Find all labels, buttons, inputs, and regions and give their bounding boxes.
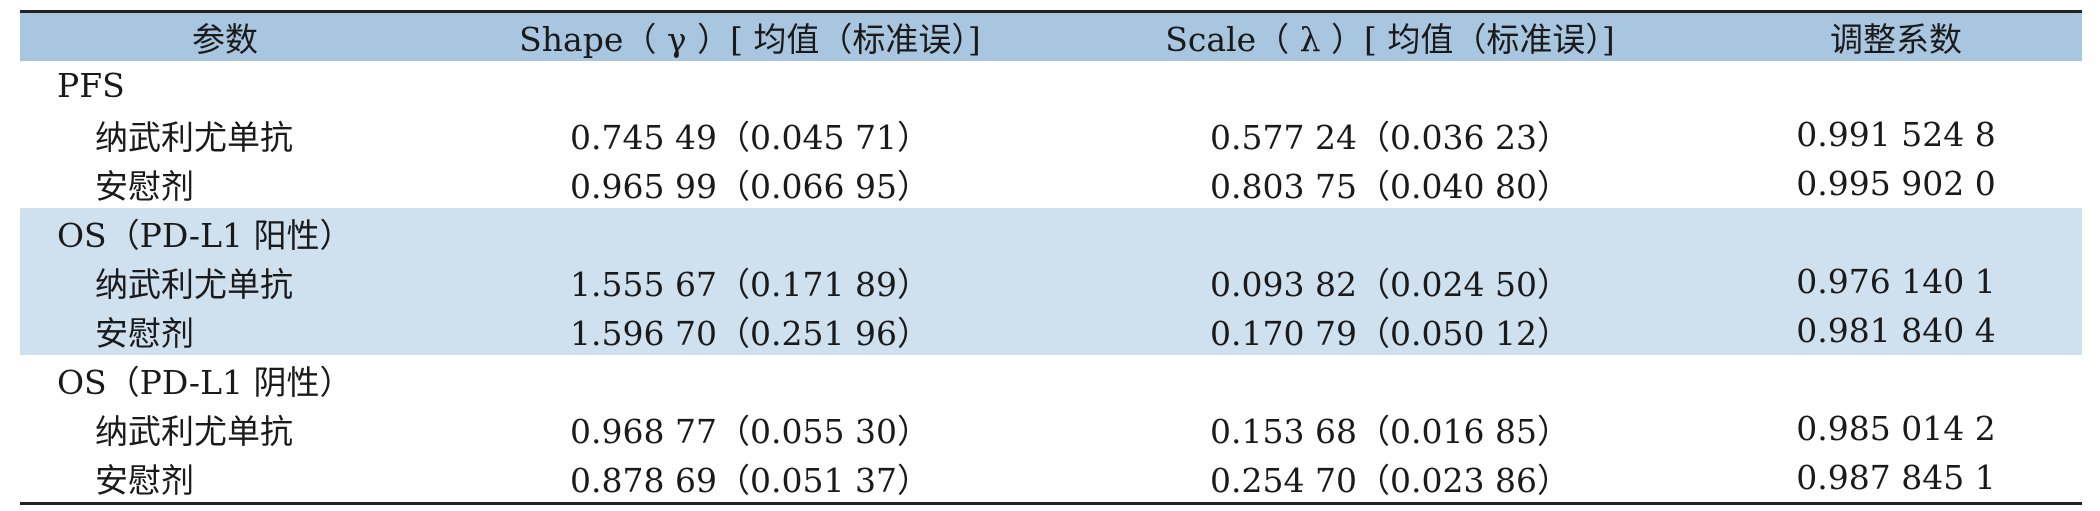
row-label: 安慰剂 — [95, 166, 194, 206]
header-scale: Scale（ λ ）[ 均值（标准误）] — [1165, 20, 1615, 59]
row-label: 安慰剂 — [95, 460, 194, 500]
group-title-row: PFS — [20, 61, 2082, 110]
row-label: 纳武利尤单抗 — [95, 411, 293, 451]
shape-value: 0.745 49（0.045 71） — [570, 117, 930, 157]
scale-value: 0.803 75（0.040 80） — [1210, 166, 1570, 206]
header-shape: Shape（ γ ）[ 均值（标准误）] — [519, 20, 981, 59]
row-label: 纳武利尤单抗 — [95, 264, 293, 304]
scale-value: 0.153 68（0.016 85） — [1210, 411, 1570, 451]
table-row: 纳武利尤单抗 0.968 77（0.055 30） 0.153 68（0.016… — [20, 404, 2082, 453]
coefficient-value: 0.985 014 2 — [1796, 409, 1996, 448]
shape-value: 1.596 70（0.251 96） — [570, 313, 930, 353]
group-title: OS（PD-L1 阳性） — [57, 215, 353, 255]
coefficient-value: 0.991 524 8 — [1796, 115, 1996, 154]
table-row: 安慰剂 0.965 99（0.066 95） 0.803 75（0.040 80… — [20, 159, 2082, 208]
header-adjustment-coefficient: 调整系数 — [1830, 20, 1962, 59]
shape-value: 0.968 77（0.055 30） — [570, 411, 930, 451]
group-title: PFS — [57, 66, 125, 105]
parameter-table-container: 参数 Shape（ γ ）[ 均值（标准误）] Scale（ λ ）[ 均值（标… — [20, 10, 2082, 505]
group-title: OS（PD-L1 阴性） — [57, 362, 353, 402]
table-header: 参数 Shape（ γ ）[ 均值（标准误）] Scale（ λ ）[ 均值（标… — [20, 11, 2082, 61]
shape-value: 0.965 99（0.066 95） — [570, 166, 930, 206]
table-row: 纳武利尤单抗 0.745 49（0.045 71） 0.577 24（0.036… — [20, 110, 2082, 159]
coefficient-value: 0.995 902 0 — [1796, 164, 1996, 203]
coefficient-value: 0.981 840 4 — [1796, 311, 1996, 350]
scale-value: 0.093 82（0.024 50） — [1210, 264, 1570, 304]
row-label: 纳武利尤单抗 — [95, 117, 293, 157]
shape-value: 0.878 69（0.051 37） — [570, 460, 930, 500]
table-row: 安慰剂 0.878 69（0.051 37） 0.254 70（0.023 86… — [20, 453, 2082, 504]
scale-value: 0.254 70（0.023 86） — [1210, 460, 1570, 500]
table-row: 安慰剂 1.596 70（0.251 96） 0.170 79（0.050 12… — [20, 306, 2082, 355]
group-title-row: OS（PD-L1 阳性） — [20, 208, 2082, 257]
table-body: PFS 纳武利尤单抗 0.745 49（0.045 71） 0.577 24（0… — [20, 61, 2082, 504]
row-label: 安慰剂 — [95, 313, 194, 353]
scale-value: 0.577 24（0.036 23） — [1210, 117, 1570, 157]
parameter-table: 参数 Shape（ γ ）[ 均值（标准误）] Scale（ λ ）[ 均值（标… — [20, 10, 2082, 505]
header-parameter: 参数 — [192, 20, 258, 59]
header-row: 参数 Shape（ γ ）[ 均值（标准误）] Scale（ λ ）[ 均值（标… — [20, 11, 2082, 61]
coefficient-value: 0.976 140 1 — [1796, 262, 1996, 301]
table-row: 纳武利尤单抗 1.555 67（0.171 89） 0.093 82（0.024… — [20, 257, 2082, 306]
coefficient-value: 0.987 845 1 — [1796, 458, 1996, 497]
shape-value: 1.555 67（0.171 89） — [570, 264, 930, 304]
group-title-row: OS（PD-L1 阴性） — [20, 355, 2082, 404]
scale-value: 0.170 79（0.050 12） — [1210, 313, 1570, 353]
